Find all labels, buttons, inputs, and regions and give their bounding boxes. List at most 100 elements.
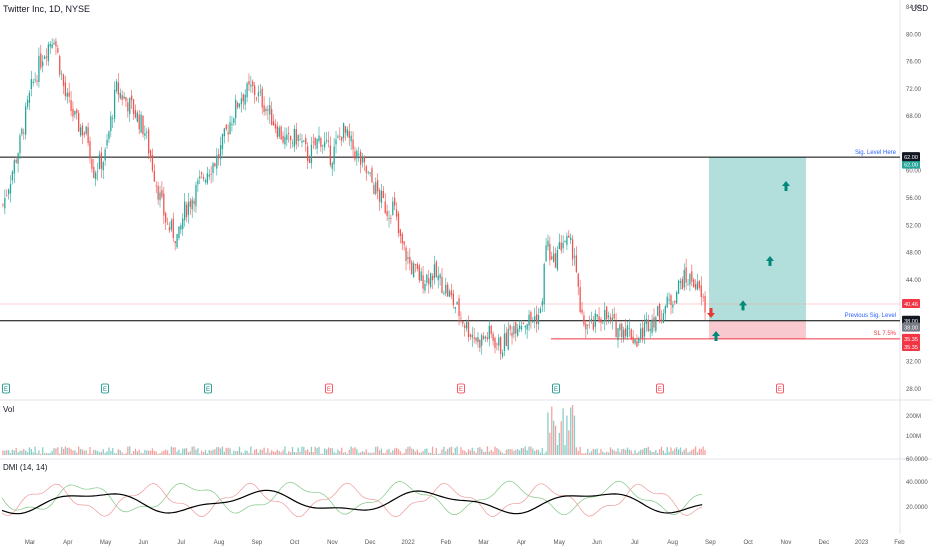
candle-body [477, 337, 479, 343]
candle-body [492, 333, 494, 341]
volume-bar [246, 450, 248, 455]
volume-bar [573, 415, 576, 455]
x-tick-label: Jun [592, 540, 602, 546]
candle-body [163, 193, 165, 216]
candle-body [295, 129, 297, 145]
candle-body [252, 81, 254, 87]
candle-body [57, 48, 59, 53]
candle-body [371, 168, 373, 183]
candle-body [524, 325, 526, 328]
candle-body [106, 139, 108, 146]
volume-bar [193, 446, 195, 455]
volume-bar [308, 451, 311, 455]
volume-bar [314, 446, 316, 455]
volume-bar [447, 448, 449, 455]
candle-body [185, 204, 188, 218]
volume-bar [371, 452, 373, 455]
candle-body [664, 306, 666, 314]
candle-body [342, 123, 345, 139]
volume-bar [17, 452, 19, 455]
volume-bar [537, 449, 540, 455]
volume-bar [628, 449, 631, 455]
volume-bar [361, 451, 364, 455]
volume-bar [431, 446, 434, 455]
volume-bar [435, 448, 437, 455]
price-tag [902, 152, 920, 162]
candle-body [609, 317, 612, 320]
volume-bar [475, 452, 477, 455]
volume-bar [615, 451, 617, 455]
candle-body [236, 102, 239, 108]
candle-body [180, 225, 182, 230]
volume-bar [165, 449, 167, 455]
candle-body [144, 133, 146, 136]
volume-bar [407, 446, 409, 455]
candle-body [539, 308, 542, 314]
candle-body [322, 144, 324, 146]
candle-body [218, 154, 220, 159]
candle-body [672, 304, 674, 308]
candle-body [433, 264, 436, 279]
candle-body [263, 105, 265, 112]
candle-body [314, 137, 316, 146]
volume-bar [286, 453, 288, 455]
volume-bar [176, 451, 178, 455]
candle-body [570, 237, 572, 240]
volume-bar [335, 453, 337, 455]
volume-bar [265, 452, 267, 455]
volume-bar [464, 450, 466, 455]
volume-bar [445, 451, 447, 455]
volume-bar [460, 447, 462, 455]
volume-bar [89, 447, 91, 455]
candle-body [621, 323, 623, 338]
candle-body [653, 317, 655, 328]
volume-bar [60, 446, 63, 455]
volume-bar [657, 452, 659, 455]
candle-body [526, 324, 528, 330]
volume-bar [437, 453, 439, 455]
candle-body [305, 137, 307, 145]
volume-bar [477, 447, 479, 455]
candle-body [130, 95, 133, 101]
volume-bar [159, 453, 161, 455]
price-tag [902, 333, 920, 343]
candle-body [19, 135, 21, 154]
candle-body [386, 210, 388, 217]
volume-bar [535, 449, 538, 455]
candle-body [265, 108, 267, 111]
candle-body [13, 160, 15, 174]
candle-body [482, 336, 485, 339]
volume-bar [454, 447, 456, 455]
volume-bar [496, 447, 498, 455]
x-tick-label: Aug [214, 540, 225, 546]
candle-body [350, 135, 352, 142]
volume-bar [428, 452, 430, 455]
volume-bar [702, 446, 704, 455]
candle-body [460, 317, 462, 319]
candle-body [242, 94, 244, 102]
volume-bar [274, 451, 277, 455]
volume-bar [651, 451, 653, 455]
candle-body [32, 81, 34, 83]
candle-body [359, 151, 362, 165]
candle-body [70, 100, 72, 111]
candle-body [602, 322, 604, 324]
candle-body [471, 334, 473, 338]
candle-body [674, 300, 676, 303]
candle-body [112, 118, 114, 120]
x-tick-label: Oct [744, 540, 754, 546]
candle-body [89, 141, 91, 159]
volume-bar [613, 450, 615, 455]
volume-bar [100, 451, 103, 455]
volume-bar [219, 448, 222, 455]
candle-body [677, 280, 680, 294]
volume-bar [74, 450, 76, 455]
candle-body [216, 155, 218, 169]
candle-body [382, 190, 384, 198]
candle-body [649, 328, 651, 331]
volume-bar [136, 451, 138, 455]
volume-bar [129, 446, 131, 455]
candle-body [30, 79, 32, 90]
volume-bar [363, 452, 366, 455]
